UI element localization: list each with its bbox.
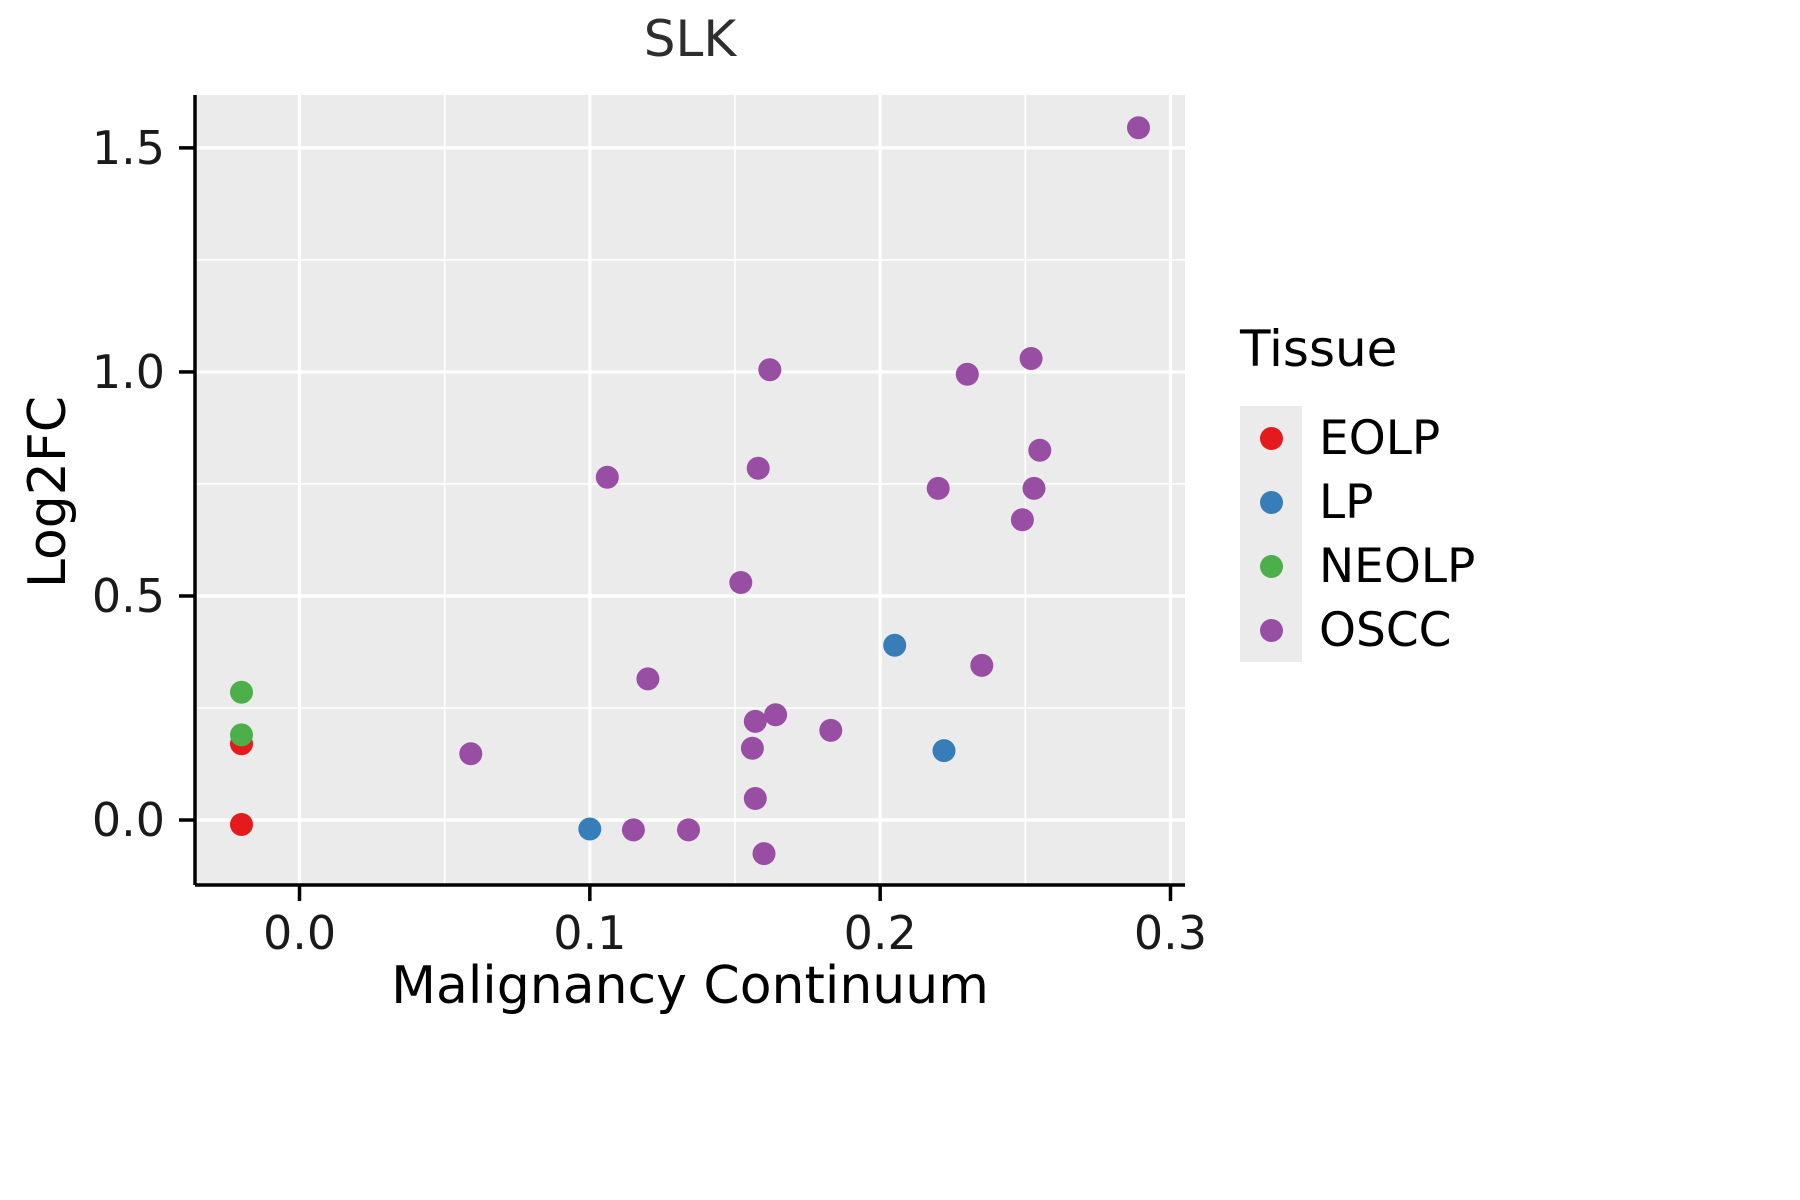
data-point-lp (932, 739, 956, 763)
y-tick-label: 1.0 (92, 345, 165, 399)
y-tick-label: 0.5 (92, 569, 165, 623)
data-point-oscc (740, 736, 764, 760)
legend-label-eolp: EOLP (1319, 410, 1441, 466)
data-point-neolp (230, 680, 253, 704)
legend-item-eolp: EOLP (1240, 406, 1475, 470)
y-axis-label: Log2FC (18, 395, 78, 589)
data-point-oscc (729, 571, 753, 594)
legend-key-oscc (1240, 598, 1302, 662)
data-point-oscc (677, 818, 700, 842)
legend-key-lp (1240, 470, 1302, 534)
legend-dot-neolp (1259, 554, 1283, 578)
x-tick-label: 0.2 (844, 906, 917, 960)
data-point-oscc (746, 456, 770, 480)
data-point-oscc (1022, 476, 1046, 500)
legend-label-neolp: NEOLP (1319, 538, 1476, 594)
data-point-lp (883, 633, 907, 657)
legend-dot-lp (1259, 490, 1283, 514)
data-point-oscc (636, 667, 660, 691)
plot-svg: 0.0 0.1 0.2 0.3 0.0 0.5 1.0 1.5 (92, 95, 1207, 960)
data-point-oscc (743, 709, 767, 733)
x-axis-label: Malignancy Continuum (391, 956, 989, 1016)
data-point-oscc (1127, 116, 1150, 140)
legend-title: Tissue (1240, 320, 1398, 378)
data-point-oscc (595, 465, 619, 489)
legend-label-lp: LP (1319, 474, 1374, 530)
legend-item-lp: LP (1240, 470, 1475, 534)
data-point-oscc (970, 653, 994, 677)
data-point-oscc (926, 476, 950, 500)
data-point-oscc (1019, 347, 1043, 370)
legend: Tissue EOLP LP NEOLP OSCC (1240, 320, 1475, 662)
x-tick-label: 0.3 (1134, 906, 1207, 960)
plot-area: 0.0 0.1 0.2 0.3 0.0 0.5 1.0 1.5 (92, 95, 1207, 960)
x-tick-label: 0.1 (553, 906, 626, 960)
panel-background (195, 95, 1185, 885)
legend-key-neolp (1240, 534, 1302, 598)
data-point-oscc (1010, 508, 1034, 532)
legend-key-eolp (1240, 406, 1302, 470)
data-point-oscc (621, 818, 645, 842)
data-point-eolp (230, 813, 253, 836)
legend-item-neolp: NEOLP (1240, 534, 1475, 598)
data-point-oscc (819, 718, 843, 742)
data-point-oscc (764, 703, 788, 727)
legend-items: EOLP LP NEOLP OSCC (1240, 406, 1475, 662)
data-point-oscc (459, 742, 483, 766)
legend-dot-oscc (1259, 618, 1283, 642)
y-tick-label: 1.5 (92, 121, 165, 175)
data-point-oscc (1028, 438, 1052, 462)
data-point-neolp (230, 723, 253, 747)
data-point-lp (578, 817, 602, 841)
legend-label-oscc: OSCC (1319, 602, 1452, 658)
data-point-oscc (752, 842, 776, 866)
y-tick-label: 0.0 (92, 793, 165, 847)
x-tick-label: 0.0 (263, 906, 336, 960)
legend-dot-eolp (1259, 426, 1283, 450)
data-point-oscc (955, 362, 979, 386)
data-point-oscc (758, 358, 782, 382)
legend-item-oscc: OSCC (1240, 598, 1475, 662)
chart-title: SLK (643, 10, 737, 68)
data-point-oscc (743, 787, 767, 810)
